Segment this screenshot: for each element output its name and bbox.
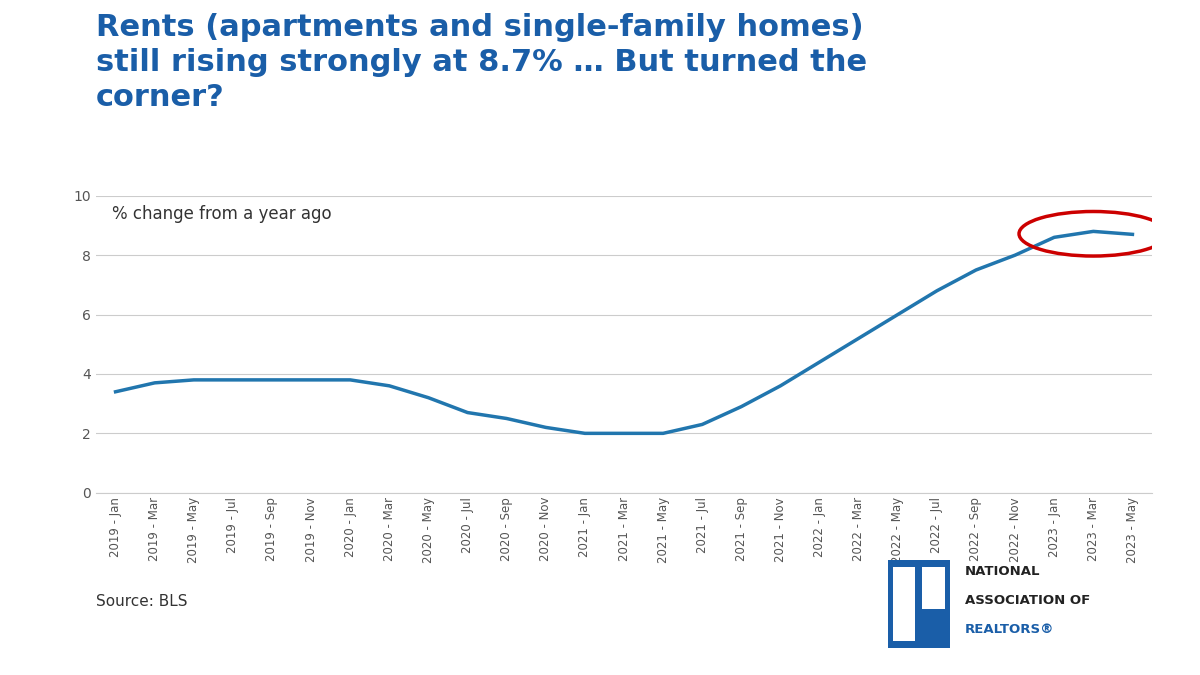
Text: NATIONAL: NATIONAL <box>965 564 1040 578</box>
Text: Rents (apartments and single-family homes)
still rising strongly at 8.7% … But t: Rents (apartments and single-family home… <box>96 14 868 112</box>
Text: REALTORS®: REALTORS® <box>965 624 1055 637</box>
Text: Source: BLS: Source: BLS <box>96 594 187 609</box>
Text: % change from a year ago: % change from a year ago <box>112 205 331 223</box>
Text: ASSOCIATION OF: ASSOCIATION OF <box>965 593 1090 607</box>
